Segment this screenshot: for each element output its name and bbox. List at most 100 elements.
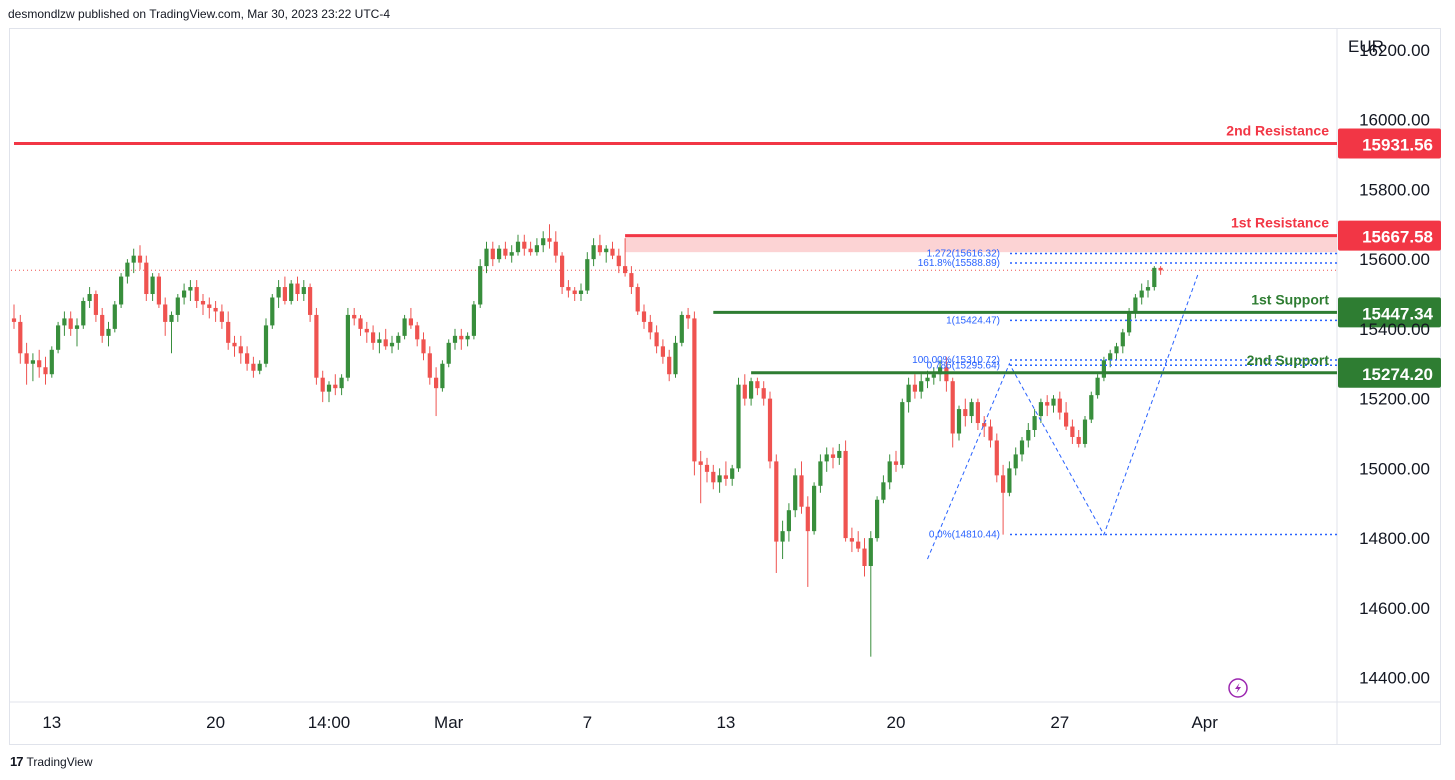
candle-body: [339, 377, 344, 389]
level-price-tag: [1338, 297, 1441, 328]
level-name: 2nd Support: [1247, 352, 1330, 368]
time-tick-label: 13: [716, 713, 735, 732]
candle-body: [654, 332, 659, 347]
candle-body: [345, 314, 350, 378]
candle-body: [125, 262, 130, 277]
candle-body: [566, 287, 571, 291]
candle-body: [43, 367, 48, 375]
candle-body: [534, 245, 539, 253]
candle-body: [900, 402, 905, 465]
candle-body: [144, 262, 149, 295]
candle-body: [364, 328, 369, 333]
candle-body: [824, 454, 829, 462]
price-tick-label: 14600.00: [1359, 599, 1430, 618]
candle-body: [887, 461, 892, 483]
resistance-zone: [625, 235, 1337, 253]
candle-body: [604, 248, 609, 253]
price-tick-label: 14400.00: [1359, 669, 1430, 688]
candle-body: [982, 423, 987, 427]
candle-body: [799, 475, 804, 507]
footer-branding: 17 TradingView: [10, 754, 93, 769]
candle-body: [1101, 360, 1106, 378]
candle-body: [660, 346, 665, 357]
candle-body: [175, 297, 180, 315]
level-name: 2nd Resistance: [1226, 123, 1329, 139]
candle-body: [868, 538, 873, 567]
candle-body: [509, 252, 514, 256]
level-price-tag-text: 15931.56: [1362, 136, 1433, 155]
candle-body: [774, 461, 779, 542]
price-axis[interactable]: 14400.00 14600.00 14800.00 15000.00 15200.00…: [1359, 41, 1430, 688]
candle-body: [906, 384, 911, 403]
candle-body: [326, 384, 332, 392]
level-name: 1st Resistance: [1231, 215, 1329, 231]
candle-body: [106, 328, 111, 336]
candle-body: [232, 342, 237, 347]
fib-level-label: 1.272(15616.32): [927, 248, 1000, 259]
candle-body: [1120, 332, 1125, 347]
candle-body: [1045, 402, 1050, 406]
candle-body: [623, 266, 628, 274]
candle-body: [100, 314, 105, 336]
candle-body: [49, 349, 54, 375]
fib-level-label: 161.8%(15588.89): [918, 258, 1000, 269]
candle-body: [541, 238, 546, 246]
flash-icon[interactable]: [1228, 678, 1248, 698]
candle-body: [862, 548, 867, 567]
candle-body: [119, 276, 124, 305]
price-tick-label: 15800.00: [1359, 180, 1430, 199]
candle-body: [547, 238, 552, 242]
candle-body: [245, 353, 250, 364]
candle-body: [156, 276, 161, 305]
candle-body: [692, 318, 697, 462]
fib-level-label: 1(15424.47): [946, 315, 1000, 326]
candle-body: [673, 342, 678, 375]
candle-body: [1057, 398, 1062, 413]
candle-body: [767, 398, 773, 462]
candle-body: [427, 353, 432, 378]
time-tick-label: 14:00: [308, 713, 351, 732]
candle-body: [484, 248, 489, 267]
currency-label: EUR: [1348, 37, 1384, 56]
candle-body: [352, 314, 357, 319]
candle-body: [207, 304, 212, 308]
candle-body: [875, 499, 880, 539]
candle-body: [465, 335, 470, 340]
candle-body: [969, 402, 974, 417]
candle-body: [490, 248, 495, 260]
candle-body: [616, 255, 621, 267]
candle-body: [371, 332, 376, 343]
candle-body: [30, 360, 35, 364]
candle-body: [1064, 412, 1069, 427]
candle-body: [597, 245, 602, 253]
price-tick-label: 16200.00: [1359, 41, 1430, 60]
candle-body: [1026, 430, 1031, 441]
candle-body: [169, 314, 174, 322]
candle-body: [1139, 290, 1144, 298]
fib-zigzag-path: [927, 272, 1199, 560]
candle-body: [1089, 395, 1094, 420]
candle-body: [1038, 402, 1043, 417]
fib-level-label: 100.00%(15310.72): [912, 355, 1000, 366]
candle-body: [270, 297, 275, 326]
candle-body: [320, 377, 325, 392]
candle-body: [1082, 419, 1088, 444]
candle-body: [1145, 287, 1151, 291]
price-tick-label: 14800.00: [1359, 529, 1430, 548]
candle-body: [301, 287, 306, 295]
candle-body: [333, 384, 338, 389]
candle-body: [213, 307, 218, 312]
candle-body: [956, 409, 962, 434]
time-axis[interactable]: 13 20 14:00 Mar 7 13 20 27 Apr: [42, 713, 1218, 732]
candle-body: [308, 287, 313, 315]
level-price-tag-text: 15667.58: [1362, 228, 1433, 247]
candle-body: [591, 245, 596, 260]
footer-brand-text: TradingView: [26, 754, 93, 769]
level-price-tag: [1338, 128, 1441, 159]
candle-body: [276, 287, 281, 298]
candle-body: [585, 259, 590, 291]
candle-body: [635, 287, 640, 312]
candle-body: [938, 367, 943, 375]
candle-body: [358, 318, 363, 329]
